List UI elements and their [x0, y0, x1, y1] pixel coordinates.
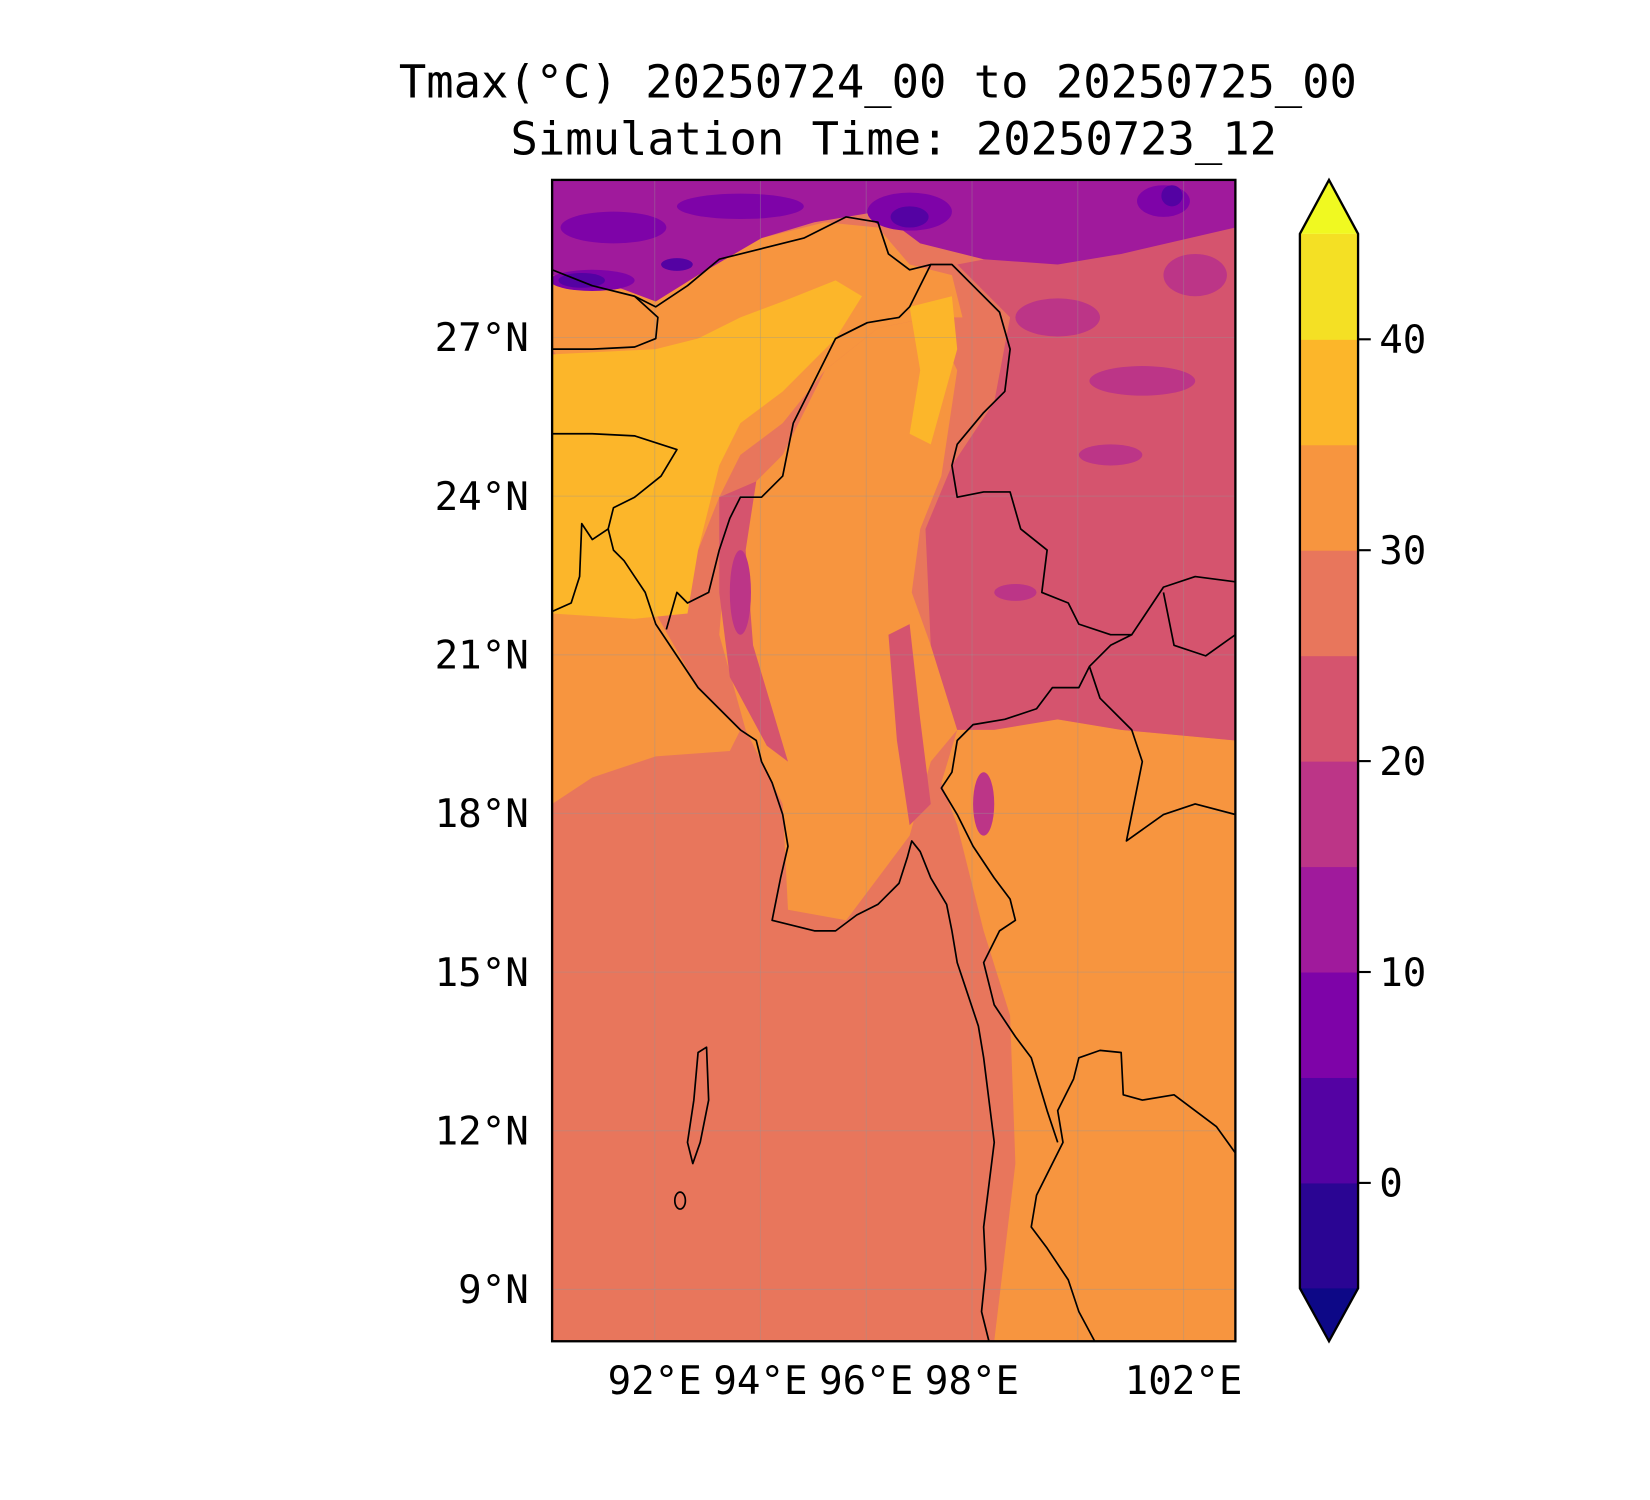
lon-tick-label: 92°E: [608, 1359, 702, 1404]
border-thailand-laos: [1088, 666, 1236, 842]
colorbar-extend-max: [1299, 179, 1359, 234]
colorbar-band: [1299, 339, 1359, 446]
map-area: [552, 179, 1236, 1342]
border-bangladesh: [552, 432, 678, 530]
colorbar-tick-label: 0: [1379, 1162, 1403, 1207]
coastline-myanmar: [552, 522, 996, 1342]
andaman-islands: [686, 1046, 710, 1165]
border-myanmar: [665, 263, 1133, 1143]
contour-fill-30-35-thailand: [941, 719, 1236, 1342]
contour-fill-20-25-central-ridge: [888, 624, 931, 826]
contour-fill-30-35-myanmar: [719, 317, 958, 921]
island: [673, 1191, 687, 1210]
colorbar-band: [1299, 972, 1359, 1078]
colorbar-tick-label: 10: [1379, 951, 1426, 996]
lat-tick-label: 21°N: [435, 634, 529, 679]
colorbar-tick-label: 30: [1379, 529, 1426, 574]
colorbar-tick-label: 20: [1379, 740, 1426, 785]
lat-tick-label: 18°N: [435, 792, 529, 837]
colorbar-outline: [1298, 177, 1360, 1344]
contour-fill-0-5-patches: [558, 185, 1183, 288]
border-bhutan: [552, 295, 659, 350]
colorbar-band: [1299, 550, 1359, 657]
lon-tick-label: 94°E: [713, 1359, 807, 1404]
colorbar-band: [1299, 233, 1359, 340]
colorbar: 0 10 20 30 40: [1298, 177, 1426, 1344]
colorbar-band: [1299, 444, 1359, 551]
coastline-thailand: [1030, 1049, 1236, 1342]
title-line-1: Tmax(°C) 20250724_00 to 20250725_00: [399, 55, 1357, 108]
lon-tick-label: 102°E: [1125, 1359, 1243, 1404]
lon-tick-label: 96°E: [819, 1359, 913, 1404]
lat-axis: 27°N 24°N 21°N 18°N 15°N 12°N 9°N: [435, 316, 529, 1313]
contour-fill-35-40-patch: [909, 296, 958, 445]
coastlines-borders: [552, 216, 1236, 1342]
colorbar-band: [1299, 1182, 1359, 1289]
border-laos-china: [1131, 575, 1236, 636]
title-line-2: Simulation Time: 20250723_12: [511, 113, 1278, 166]
lon-tick-label: 98°E: [925, 1359, 1019, 1404]
contour-fill-15-20-patches: [729, 253, 1227, 836]
map-frame: [550, 178, 1237, 1343]
contour-fill-20-25-west-hills: [719, 481, 788, 762]
contour-fill-30-35-west-sea: [552, 608, 741, 804]
lat-tick-label: 15°N: [435, 951, 529, 996]
contour-fill-20-25-east: [925, 211, 1236, 741]
colorbar-band: [1299, 1077, 1359, 1184]
grid-lines: [552, 179, 1236, 1342]
colorbar-extend-min: [1299, 1288, 1359, 1342]
lat-tick-label: 24°N: [435, 475, 529, 520]
lat-tick-label: 27°N: [435, 316, 529, 361]
colorbar-tick-label: 40: [1379, 318, 1426, 363]
lat-tick-label: 12°N: [435, 1110, 529, 1155]
lon-axis: 92°E 94°E 96°E 98°E 102°E: [608, 1359, 1243, 1404]
contour-fill-35-40-bangladesh: [552, 280, 863, 619]
colorbar-band: [1299, 655, 1359, 762]
lat-tick-label: 9°N: [458, 1268, 529, 1313]
border-laos: [1162, 592, 1236, 657]
colorbar-band: [1299, 866, 1359, 973]
colorbar-band: [1299, 761, 1359, 868]
